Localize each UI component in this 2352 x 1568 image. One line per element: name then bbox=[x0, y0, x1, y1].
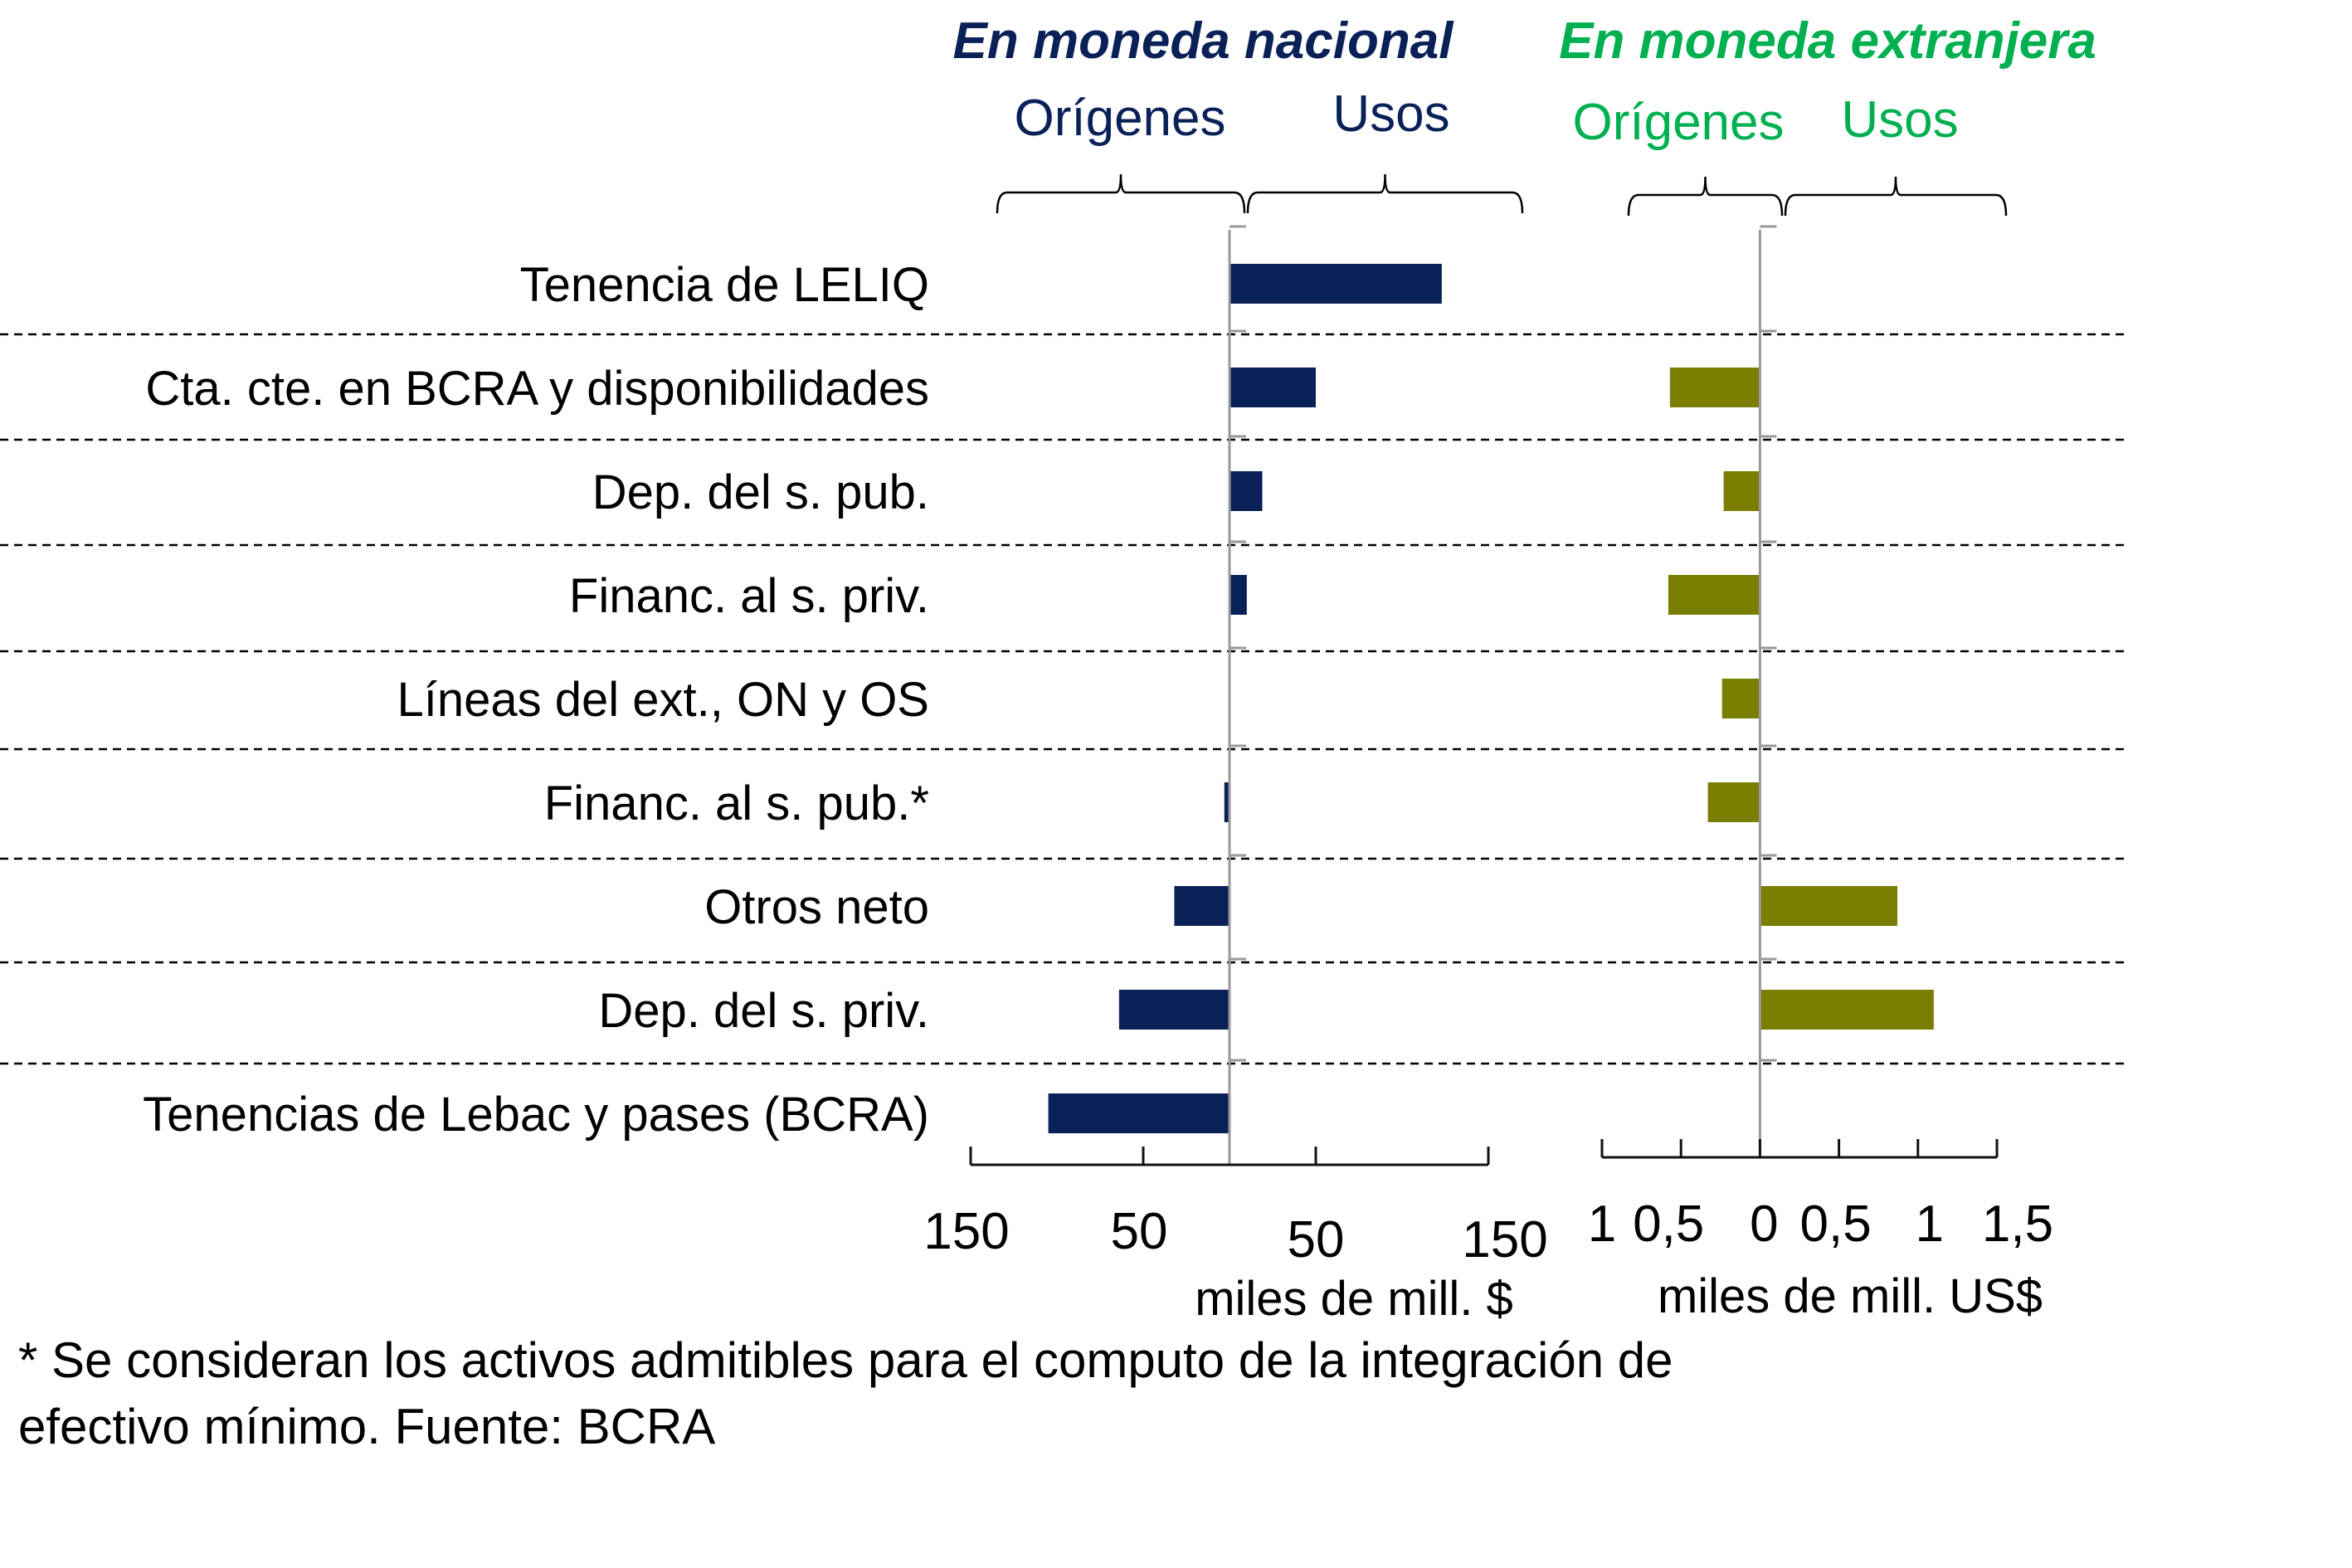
category-label: Dep. del s. pub. bbox=[592, 465, 929, 519]
tick-label: 0 bbox=[1750, 1195, 1778, 1253]
panel-title-foreign: En moneda extranjera bbox=[1559, 12, 2096, 70]
category-label: Líneas del ext., ON y OS bbox=[397, 673, 929, 727]
bar bbox=[1669, 368, 1760, 407]
x-axis-title-foreign: miles de mill. US$ bbox=[1658, 1269, 2043, 1323]
bar bbox=[1707, 782, 1760, 822]
category-label: Financ. al s. pub.* bbox=[544, 777, 929, 830]
side-label-national-uses: Usos bbox=[1332, 85, 1449, 143]
bar bbox=[1224, 782, 1230, 822]
tick-label: 50 bbox=[1111, 1203, 1168, 1260]
bar bbox=[1230, 471, 1263, 511]
row-separators bbox=[0, 333, 2124, 1065]
category-label: Tenencia de LELIQ bbox=[520, 258, 929, 312]
x-axis-national: 150 50 50 150 bbox=[923, 1147, 1548, 1269]
category-label: Dep. del s. priv. bbox=[598, 984, 929, 1038]
side-label-national-origins: Orígenes bbox=[1014, 90, 1225, 147]
side-label-foreign-origins: Orígenes bbox=[1572, 94, 1784, 151]
brace bbox=[1627, 176, 1784, 217]
footnote: * Se consideran los activos admitibles p… bbox=[18, 1327, 2009, 1460]
category-label: Cta. cte. en BCRA y disponibilidades bbox=[145, 362, 929, 416]
bar bbox=[1048, 1093, 1230, 1133]
bar bbox=[1174, 886, 1230, 926]
tick-label: 0,5 bbox=[1799, 1195, 1871, 1253]
brace-foreign bbox=[1627, 176, 2008, 217]
tick-label: 1 bbox=[1916, 1195, 1944, 1253]
category-label: Tenencias de Lebac y pases (BCRA) bbox=[143, 1088, 929, 1142]
tick-label: 150 bbox=[923, 1203, 1009, 1260]
brace bbox=[996, 173, 1246, 214]
bars-national bbox=[1048, 225, 1442, 1165]
brace bbox=[1784, 176, 2008, 217]
category-label: Financ. al s. priv. bbox=[569, 569, 929, 623]
panel-foreign-currency: En moneda extranjera Orígenes Usos 1 0,5 0… bbox=[1559, 12, 2096, 1323]
footnote-line-1: * Se consideran los activos admitibles p… bbox=[18, 1332, 1673, 1388]
bar bbox=[1668, 575, 1760, 615]
side-label-foreign-uses: Usos bbox=[1841, 91, 1958, 149]
panel-title-national: En moneda nacional bbox=[953, 12, 1455, 70]
bar bbox=[1760, 886, 1898, 926]
tick-label: 1,5 bbox=[1982, 1195, 2053, 1253]
bar bbox=[1230, 264, 1442, 304]
category-label: Otros neto bbox=[704, 880, 929, 934]
bar bbox=[1230, 575, 1247, 615]
tick-label: 150 bbox=[1462, 1211, 1547, 1269]
bars-foreign bbox=[1668, 225, 1934, 1157]
bar bbox=[1760, 990, 1934, 1030]
tick-label: 0,5 bbox=[1633, 1195, 1704, 1253]
category-labels: Tenencia de LELIQ Cta. cte. en BCRA y dis… bbox=[143, 258, 929, 1142]
bar bbox=[1230, 368, 1316, 407]
footnote-line-2: efectivo mínimo. Fuente: BCRA bbox=[18, 1399, 716, 1454]
tick-label: 50 bbox=[1288, 1211, 1345, 1269]
x-axis-foreign: 1 0,5 0 0,5 1 1,5 bbox=[1588, 1139, 2053, 1253]
tick-label: 1 bbox=[1588, 1195, 1616, 1253]
bar bbox=[1723, 471, 1760, 511]
bar bbox=[1721, 679, 1760, 718]
bar bbox=[1118, 990, 1230, 1030]
x-axis-title-national: miles de mill. $ bbox=[1195, 1272, 1513, 1326]
brace-national bbox=[996, 173, 1524, 214]
brace bbox=[1246, 173, 1524, 214]
panel-national-currency: En moneda nacional Orígenes Usos 150 50 50… bbox=[923, 12, 1547, 1326]
